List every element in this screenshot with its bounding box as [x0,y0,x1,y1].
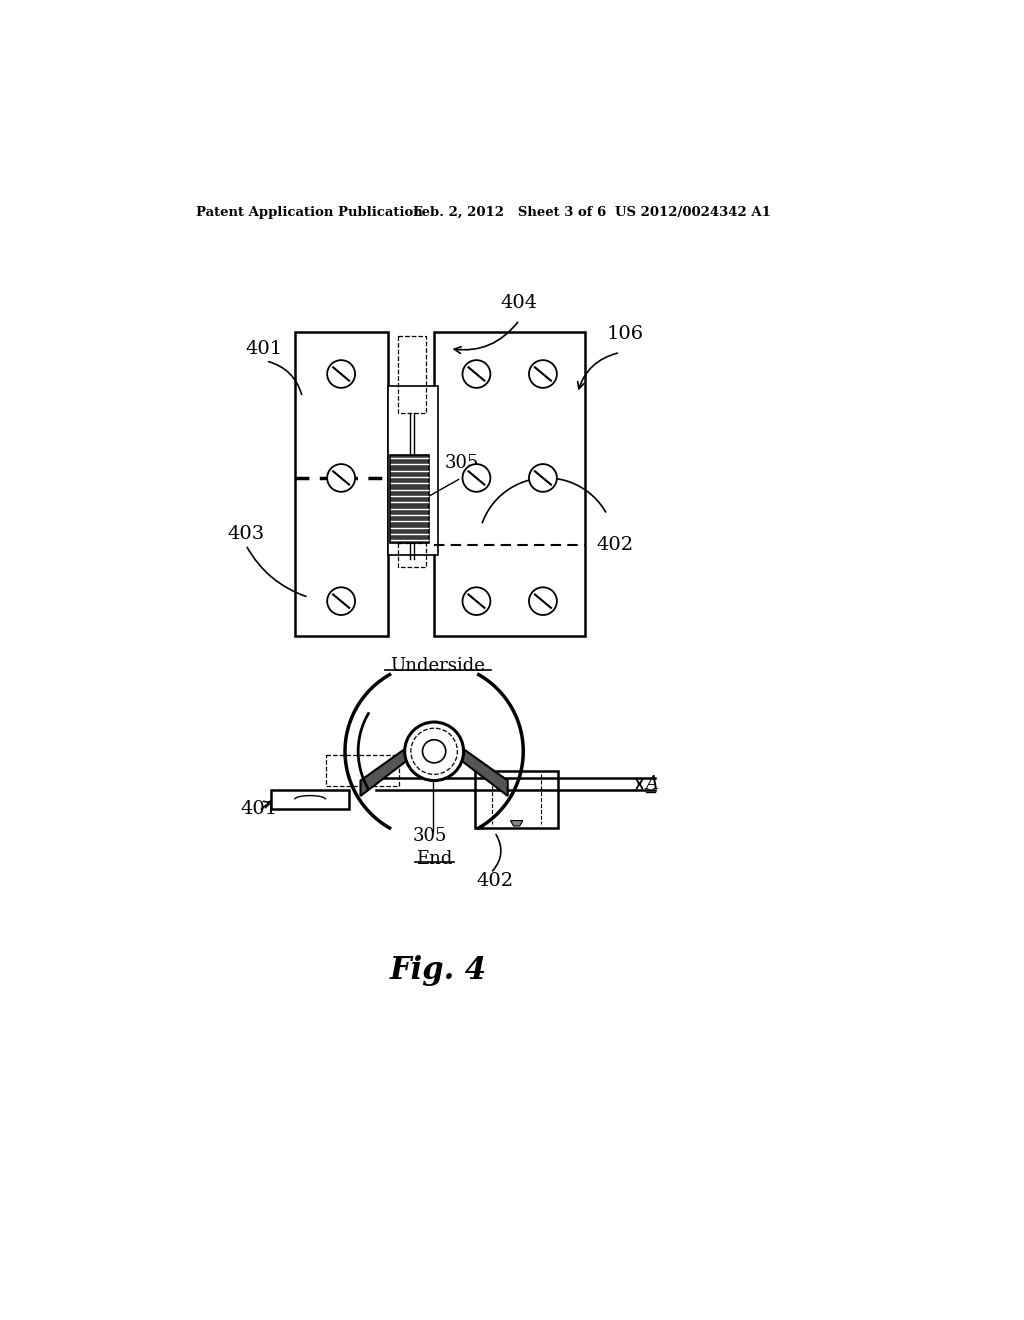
Polygon shape [360,747,407,796]
Polygon shape [510,821,523,826]
Text: End: End [416,850,453,867]
Polygon shape [475,771,558,829]
Text: 305: 305 [413,828,447,845]
Text: 401: 401 [241,800,278,818]
Polygon shape [295,331,388,636]
Circle shape [328,360,355,388]
Text: US 2012/0024342 A1: US 2012/0024342 A1 [614,206,771,219]
Text: 106: 106 [607,325,644,343]
Circle shape [529,587,557,615]
Circle shape [423,739,445,763]
Circle shape [529,360,557,388]
Text: Feb. 2, 2012   Sheet 3 of 6: Feb. 2, 2012 Sheet 3 of 6 [414,206,606,219]
Circle shape [463,465,490,492]
Text: Fig. 4: Fig. 4 [389,956,486,986]
Circle shape [404,722,464,780]
Text: 402: 402 [477,871,514,890]
Text: Patent Application Publication: Patent Application Publication [197,206,423,219]
Circle shape [328,587,355,615]
Text: A: A [646,775,658,793]
Polygon shape [271,789,349,809]
Circle shape [463,587,490,615]
Circle shape [328,465,355,492]
Text: 404: 404 [500,294,538,312]
Text: 402: 402 [597,536,634,554]
Circle shape [463,360,490,388]
Text: Underside: Underside [390,657,485,676]
Polygon shape [390,455,429,544]
Polygon shape [434,331,586,636]
Circle shape [529,465,557,492]
Polygon shape [388,385,438,554]
Text: 403: 403 [227,525,264,543]
Polygon shape [461,747,508,796]
Text: 401: 401 [246,341,283,358]
Text: 305: 305 [444,454,478,471]
